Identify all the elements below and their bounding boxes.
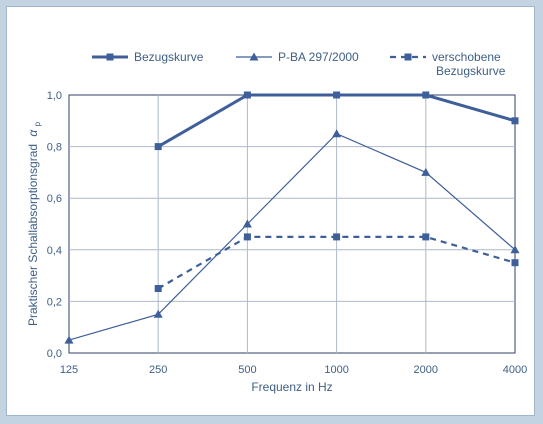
x-tick-label: 125 xyxy=(60,364,78,376)
plot-area xyxy=(68,94,516,354)
data-point xyxy=(243,91,251,99)
legend-label-line: Bezugskurve xyxy=(436,64,506,78)
data-point xyxy=(332,129,342,138)
legend-marker xyxy=(404,53,412,61)
y-tick-label: 0,4 xyxy=(47,245,62,257)
data-point xyxy=(510,245,520,254)
data-point xyxy=(153,309,163,318)
y-axis-label-symbol: α xyxy=(26,129,40,137)
y-tick-label: 0,2 xyxy=(47,296,62,308)
y-tick-label: 0,6 xyxy=(47,193,62,205)
series-line xyxy=(68,132,516,341)
data-point xyxy=(154,285,162,292)
data-point xyxy=(511,259,519,267)
legend-label: Bezugskurve xyxy=(134,50,204,64)
series-layer xyxy=(64,91,520,344)
legend-label: verschobene Bezugskurve xyxy=(432,50,506,78)
data-point xyxy=(511,117,519,125)
legend-label: P-BA 297/2000 xyxy=(278,50,359,64)
data-point xyxy=(243,233,251,241)
y-tick-labels: 0,0 0,2 0,4 0,6 0,8 1,0 xyxy=(47,90,62,360)
legend-marker xyxy=(106,53,114,61)
series-1 xyxy=(154,91,519,151)
y-axis-label-subscript: p xyxy=(33,121,42,126)
x-tick-label: 1000 xyxy=(324,364,348,376)
grid xyxy=(69,95,515,353)
y-tick-label: 0,0 xyxy=(47,348,62,360)
data-point xyxy=(421,167,431,176)
data-point xyxy=(422,233,430,241)
y-tick-label: 0,8 xyxy=(47,142,62,154)
y-axis-label-text: Praktischer Schallabsorptionsgrad xyxy=(26,144,40,326)
data-point xyxy=(154,143,162,151)
series-2 xyxy=(64,129,520,344)
data-point xyxy=(333,233,341,241)
data-point xyxy=(64,335,74,344)
y-tick-label: 1,0 xyxy=(47,90,62,102)
series-3 xyxy=(154,233,519,292)
legend: Bezugskurve P-BA 297/2000 verschobene Bezug… xyxy=(92,50,506,78)
data-point xyxy=(422,91,430,99)
x-tick-label: 500 xyxy=(238,364,256,376)
x-axis-label: Frequenz in Hz xyxy=(251,380,332,394)
x-tick-label: 4000 xyxy=(503,364,527,376)
data-point xyxy=(333,91,341,99)
data-point xyxy=(242,219,252,228)
legend-label-line: verschobene xyxy=(432,50,501,64)
x-tick-label: 250 xyxy=(149,364,167,376)
x-tick-label: 2000 xyxy=(414,364,438,376)
legend-marker xyxy=(249,52,259,61)
y-axis-label: Praktischer Schallabsorptionsgrad α p xyxy=(26,121,42,326)
chart-frame xyxy=(6,6,535,416)
x-tick-labels: 125 250 500 1000 2000 4000 xyxy=(60,364,527,376)
